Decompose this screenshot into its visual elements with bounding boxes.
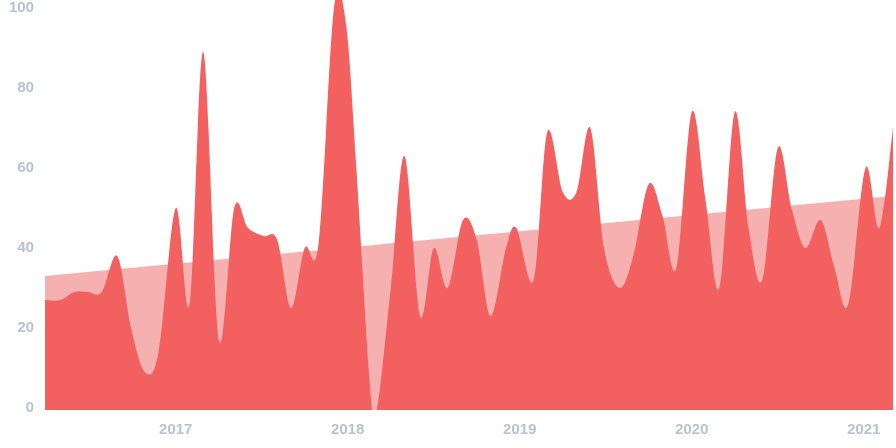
x-tick-label: 2019	[503, 421, 536, 438]
y-tick-label: 0	[26, 399, 34, 416]
y-tick-label: 80	[17, 79, 34, 96]
y-tick-label: 20	[17, 319, 34, 336]
y-tick-label: 100	[9, 0, 34, 16]
x-tick-label: 2018	[331, 421, 364, 438]
y-tick-label: 40	[17, 239, 34, 256]
x-tick-label: 2021	[847, 421, 880, 438]
plot-area	[45, 0, 893, 410]
y-tick-label: 60	[17, 159, 34, 176]
x-tick-label: 2020	[675, 421, 708, 438]
area	[45, 0, 893, 410]
x-tick-label: 2017	[159, 421, 192, 438]
